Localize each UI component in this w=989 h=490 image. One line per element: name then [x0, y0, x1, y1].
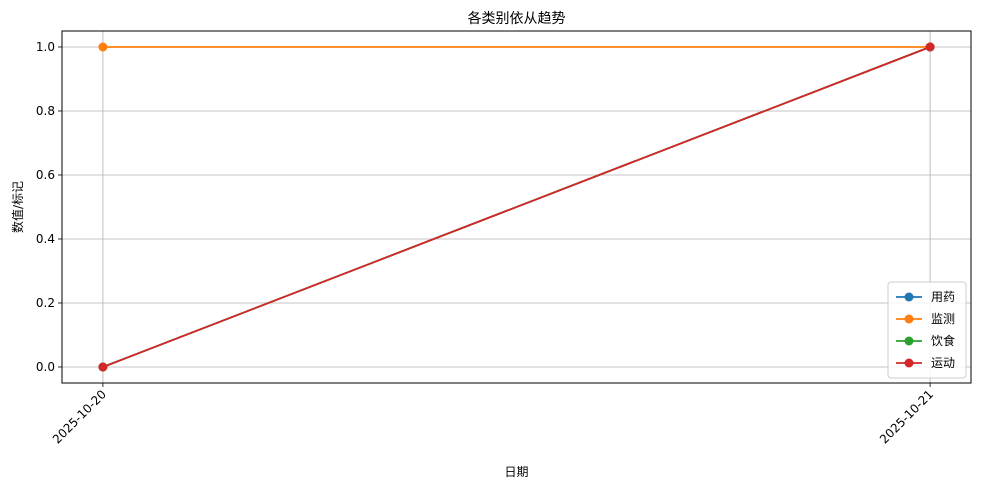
- y-tick-label: 0.8: [36, 104, 55, 118]
- y-tick-label: 0.4: [36, 232, 55, 246]
- legend-label: 饮食: [931, 333, 955, 348]
- legend-item: 饮食: [896, 333, 955, 348]
- y-tick-label: 1.0: [36, 40, 55, 54]
- legend-box: [887, 281, 967, 379]
- legend-marker: [904, 358, 914, 368]
- legend-label: 运动: [931, 356, 955, 370]
- legend-item: 用药: [896, 290, 955, 304]
- legend-marker: [904, 314, 914, 324]
- data-point: [98, 362, 108, 372]
- legend-item: 监测: [896, 312, 955, 326]
- y-tick-label: 0.2: [36, 296, 55, 310]
- plot-frame: [61, 30, 972, 384]
- series-3: [98, 42, 935, 372]
- chart-title: 各类别依从趋势: [468, 11, 566, 27]
- data-point: [925, 42, 935, 52]
- y-tick-label: 0.6: [36, 168, 55, 182]
- legend-label: 用药: [931, 290, 955, 304]
- x-axis-label: 日期: [504, 465, 528, 479]
- legend-label: 监测: [931, 312, 955, 326]
- y-tick-label: 0.0: [36, 360, 55, 374]
- legend-item: 运动: [896, 356, 955, 370]
- y-axis-label: 数值/标记: [10, 181, 25, 233]
- series-layer: [98, 42, 935, 372]
- legend-marker: [904, 292, 914, 302]
- data-point: [98, 42, 108, 52]
- legend-marker: [904, 336, 914, 346]
- series-line: [102, 46, 931, 368]
